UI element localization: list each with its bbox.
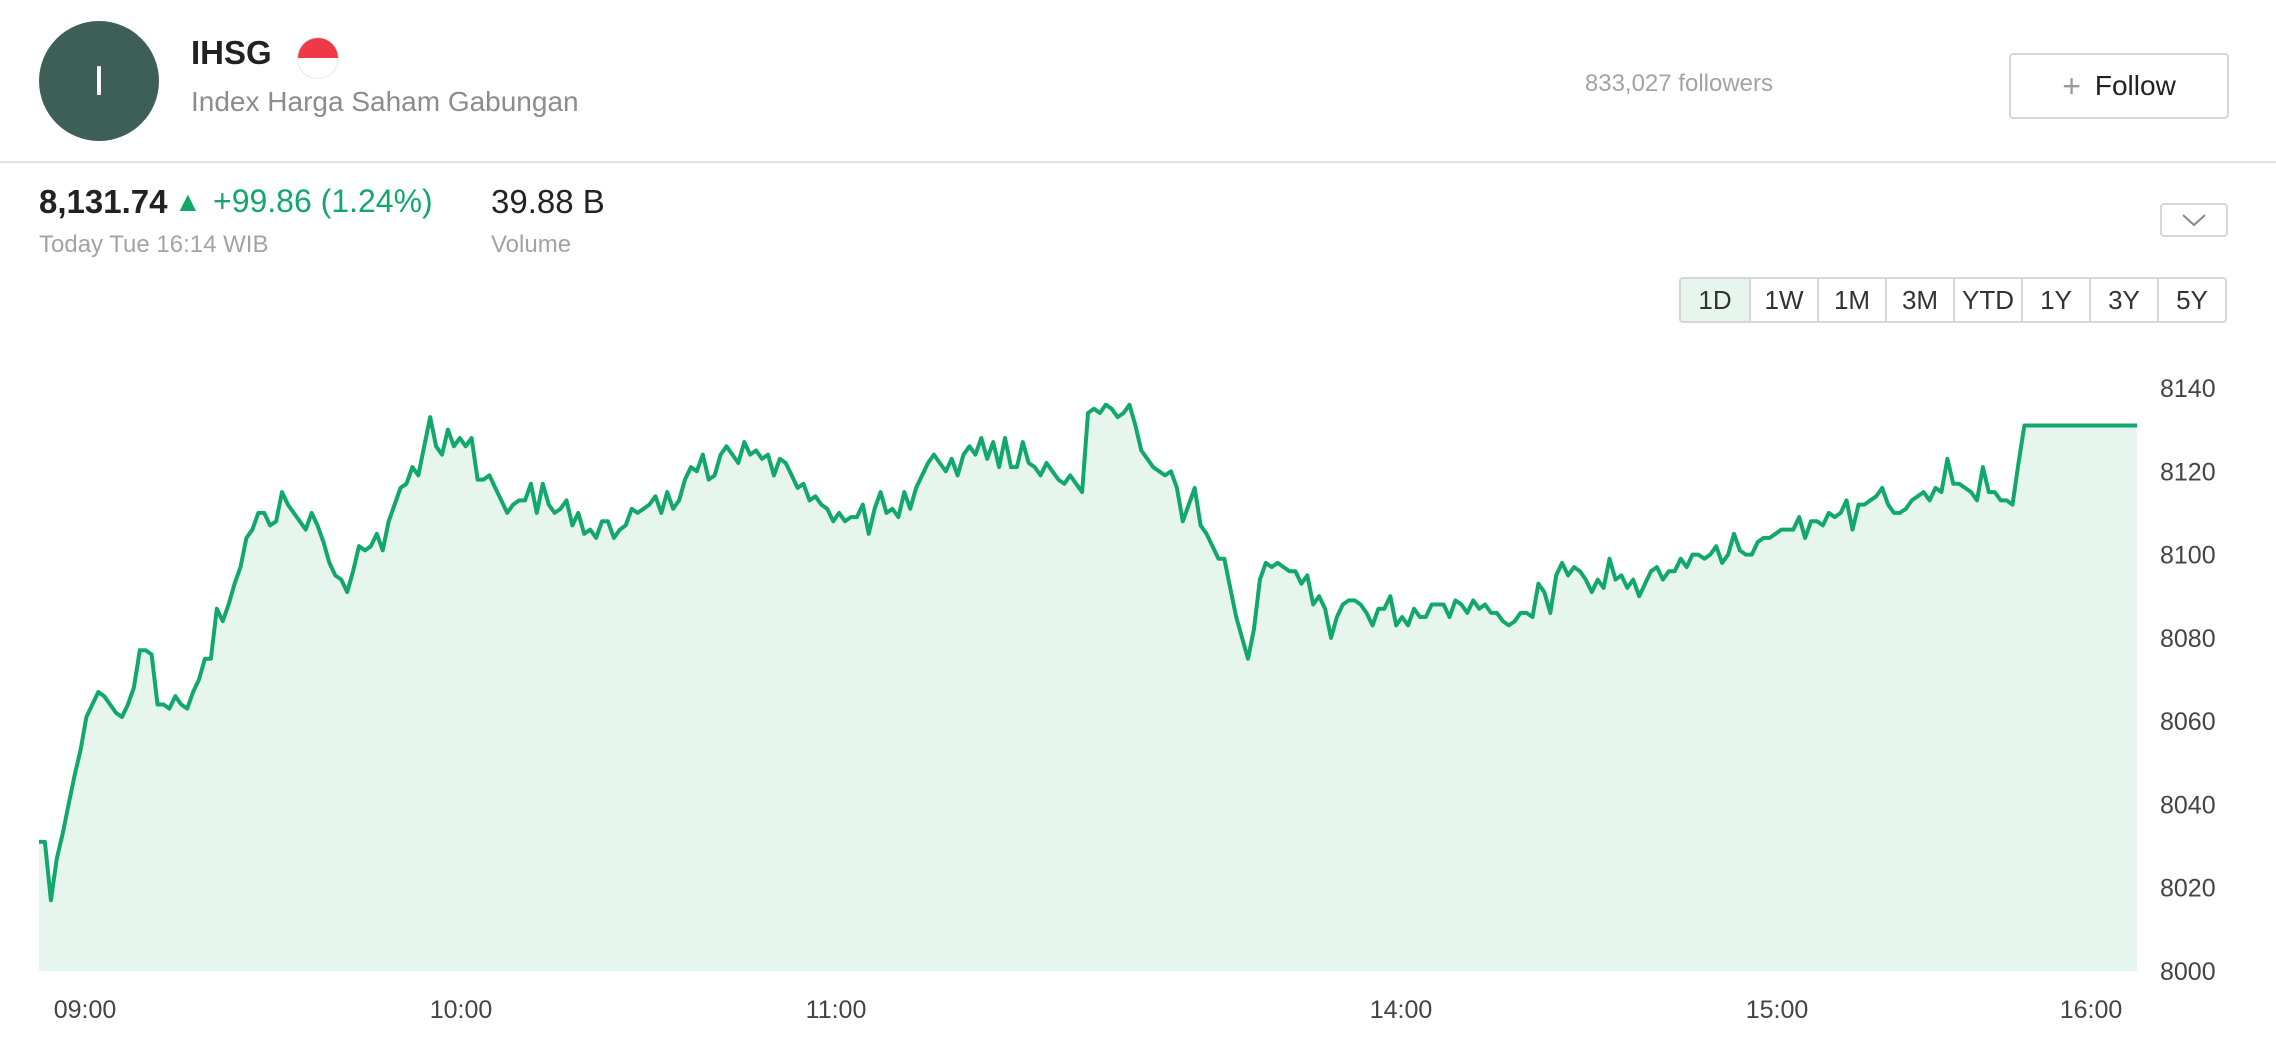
range-selector: 1D 1W 1M 3M YTD 1Y 3Y 5Y (1679, 277, 2227, 323)
range-1w[interactable]: 1W (1749, 279, 1817, 321)
follow-button-label: Follow (2094, 70, 2176, 101)
y-tick-label: 8040 (2160, 791, 2216, 819)
price-change: +99.86 (1.24%) (213, 183, 433, 219)
stock-header: I IHSG Index Harga Saham Gabungan 833,02… (0, 0, 2276, 163)
x-tick-label: 11:00 (806, 996, 867, 1024)
followers-count: 833,027 followers (1584, 70, 1773, 97)
quote-timestamp: Today Tue 16:14 WIB (39, 231, 269, 258)
chevron-down-icon (2182, 214, 2206, 227)
x-tick-label: 15:00 (1746, 996, 1809, 1024)
x-tick-label: 09:00 (54, 996, 117, 1024)
y-axis: 8140 8120 8100 8080 8060 8040 8020 8000 (2160, 375, 2216, 986)
x-tick-label: 16:00 (2060, 996, 2123, 1024)
price-chart: 8140 8120 8100 8080 8060 8040 8020 8000 09:00 10… (39, 375, 2216, 1024)
y-tick-label: 8020 (2160, 875, 2216, 903)
chart-options-dropdown[interactable] (2160, 203, 2228, 237)
range-1m[interactable]: 1M (1817, 279, 1885, 321)
y-tick-label: 8060 (2160, 708, 2216, 736)
volume-value: 39.88 B (491, 183, 605, 220)
up-triangle-icon: ▲ (174, 186, 202, 217)
y-tick-label: 8080 (2160, 625, 2216, 653)
range-1y[interactable]: 1Y (2021, 279, 2089, 321)
y-tick-label: 8000 (2160, 958, 2216, 986)
price-area (39, 404, 2137, 971)
y-tick-label: 8140 (2160, 375, 2216, 403)
stock-symbol: IHSG (191, 34, 272, 71)
volume-label: Volume (491, 231, 572, 258)
range-5y[interactable]: 5Y (2157, 279, 2225, 321)
price-line (39, 402, 2137, 903)
indonesia-flag-icon (298, 38, 338, 78)
range-3y[interactable]: 3Y (2089, 279, 2157, 321)
current-price: 8,131.74 (39, 183, 168, 220)
y-tick-label: 8100 (2160, 542, 2216, 570)
plus-icon: + (2062, 67, 2081, 104)
follow-button[interactable]: + Follow (2009, 53, 2229, 119)
range-ytd[interactable]: YTD (1953, 279, 2021, 321)
range-3m[interactable]: 3M (1885, 279, 1953, 321)
x-axis: 09:00 10:00 11:00 14:00 15:00 16:00 (54, 996, 2123, 1024)
y-tick-label: 8120 (2160, 458, 2216, 486)
stock-full-name: Index Harga Saham Gabungan (191, 86, 579, 117)
range-1d[interactable]: 1D (1681, 279, 1749, 321)
x-tick-label: 10:00 (430, 996, 493, 1024)
x-tick-label: 14:00 (1370, 996, 1433, 1024)
stock-avatar: I (39, 21, 159, 141)
